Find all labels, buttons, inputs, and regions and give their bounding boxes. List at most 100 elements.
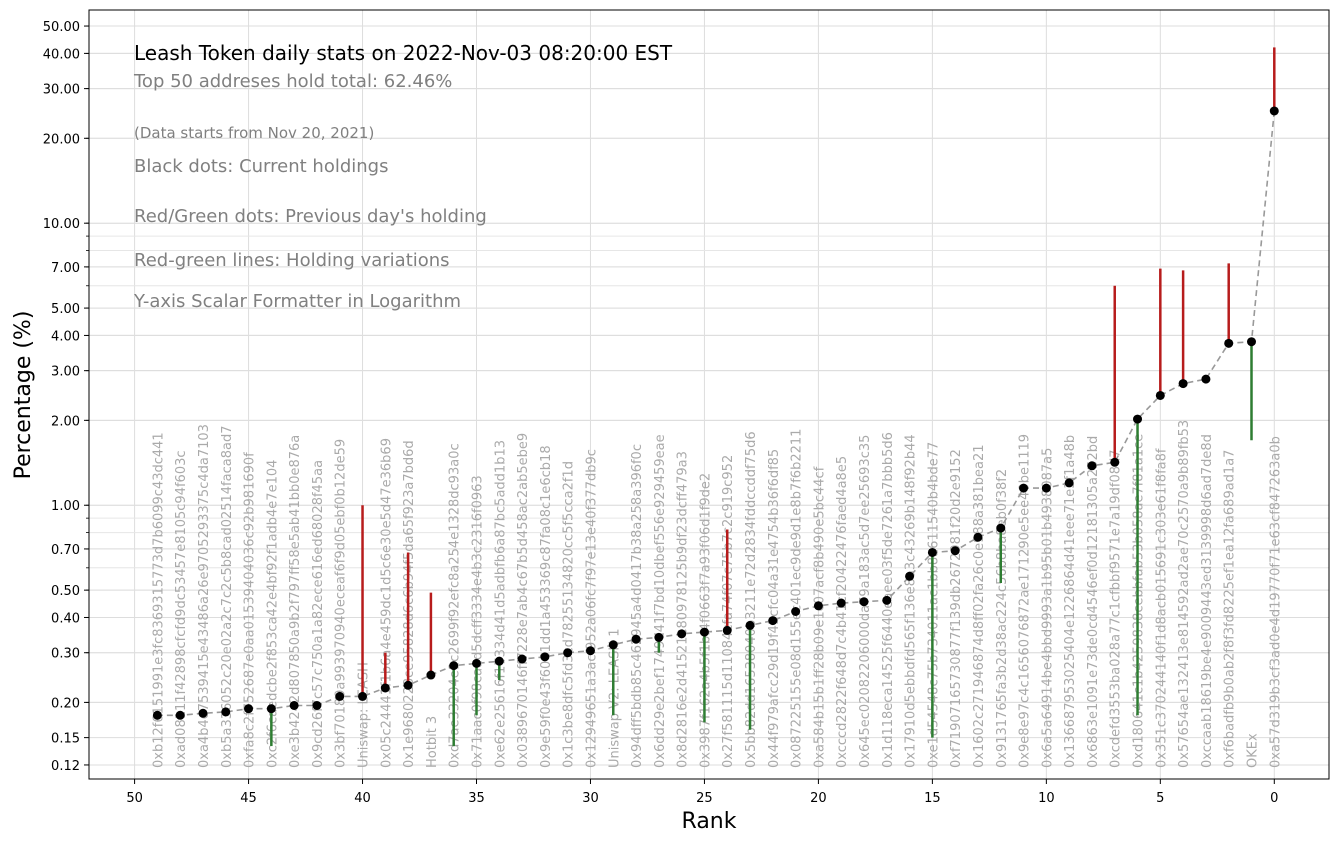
current-holding-point xyxy=(563,648,573,658)
current-holding-point xyxy=(335,691,345,701)
current-holding-point xyxy=(175,710,185,720)
address-label: 0x5bb82dd16538040b3211e72d2834fddccddf75… xyxy=(744,431,759,768)
current-holding-point xyxy=(1019,483,1029,493)
current-holding-point xyxy=(768,616,778,626)
current-holding-point xyxy=(1247,337,1256,347)
y-tick-label: 0.30 xyxy=(51,647,80,662)
y-tick-label: 0.12 xyxy=(51,759,80,774)
current-holding-point xyxy=(722,625,732,635)
current-holding-point xyxy=(585,646,595,656)
current-holding-point xyxy=(221,707,231,717)
note-log-scale: Y-axis Scalar Formatter in Logarithm xyxy=(133,291,461,312)
address-label: 0xfa8c2f752687e0aa01539404036c92b981690f xyxy=(243,452,258,768)
current-holding-point xyxy=(882,595,892,605)
address-label: OKEx xyxy=(1246,733,1261,768)
y-tick-label: 7.00 xyxy=(51,261,80,276)
address-label: 0x05c24441f1b6a4e459dc1d5c6e30e5d47e36b6… xyxy=(379,438,394,768)
y-tick-label: 10.00 xyxy=(43,217,80,232)
current-holding-point xyxy=(699,627,709,637)
x-tick-label: 45 xyxy=(240,791,257,806)
y-tick-label: 50.00 xyxy=(43,20,80,35)
note-black-dots: Black dots: Current holdings xyxy=(134,156,388,177)
x-tick-label: 0 xyxy=(1270,791,1278,806)
current-holding-point xyxy=(244,704,254,714)
current-holding-point xyxy=(1224,338,1234,348)
address-label: 0x3bf70189a993970940eceaf6f9d05ebf0b12de… xyxy=(334,439,349,768)
plot-frame xyxy=(88,9,1330,780)
x-tick-label: 30 xyxy=(582,791,599,806)
current-holding-point xyxy=(312,700,322,710)
y-tick-label: 0.15 xyxy=(51,732,80,747)
note-data-start: (Data starts from Nov 20, 2021) xyxy=(134,124,374,142)
current-holding-point xyxy=(1087,461,1097,471)
address-label: 0x9131765fa3b2d38ac224c56b8ba8eb0f38f2 xyxy=(995,469,1010,768)
address-label: 0x351c370244140f1d8acb015691c303e61f8fa8… xyxy=(1154,448,1169,768)
current-holding-point xyxy=(973,532,983,542)
current-holding-point xyxy=(1064,478,1074,488)
x-axis-title: Rank xyxy=(682,809,737,834)
address-label: 0xccaab18619be4e9009443ed3139998d6ad7de8… xyxy=(1200,434,1215,768)
address-label: Uniswap: LEASH xyxy=(357,662,372,768)
current-holding-point xyxy=(152,710,162,720)
current-holding-point xyxy=(927,547,937,557)
current-holding-point xyxy=(426,670,436,680)
current-holding-point xyxy=(403,680,413,690)
address-label: 0x8d2816e2d41521e80978125b9df23dcff479a3 xyxy=(676,451,691,768)
address-label: 0xf6badfb9b0ab2f8f3fd8225ef1ea12fa689ad1… xyxy=(1223,450,1238,768)
current-holding-point xyxy=(198,708,208,718)
address-label: 0x12949651a3acf952a06fc7f97e13e40f377db9… xyxy=(584,449,599,768)
current-holding-point xyxy=(1201,374,1211,384)
x-tick-label: 50 xyxy=(126,791,143,806)
address-label: 0x27f581115d11084cfa74f07c75b7c2c919c952 xyxy=(721,455,736,768)
current-holding-point xyxy=(1155,390,1165,400)
address-label: 0xb12f6151991e3fc8369315773d7b6099c43dc4… xyxy=(151,432,166,768)
address-label: 0x57654ae132413e814592ad2ae70c2570a9b89f… xyxy=(1177,420,1192,768)
y-tick-label: 20.00 xyxy=(43,132,80,147)
address-label: Uniswap V2: LEASH 1 xyxy=(607,628,622,768)
current-holding-point xyxy=(540,652,550,662)
current-holding-point xyxy=(472,658,481,668)
current-holding-point xyxy=(358,691,368,701)
address-label: 0xd7ae33204e1c2699f92efc8a254e1328dc93a0… xyxy=(448,443,463,768)
current-holding-point xyxy=(859,597,869,607)
address-label: Hotbit 3 xyxy=(425,716,440,768)
current-holding-point xyxy=(1041,483,1051,493)
address-label: 0x136687953025404e1226864d41eee71e3f1a48… xyxy=(1063,435,1078,768)
address-label: 0x087225155e08d155ec401ec9de9d1e8b7f6b22… xyxy=(790,429,805,768)
current-holding-point xyxy=(813,601,823,611)
current-holding-point xyxy=(791,607,801,617)
chart-title: Leash Token daily stats on 2022-Nov-03 0… xyxy=(134,41,673,65)
y-tick-label: 2.00 xyxy=(51,414,80,429)
y-tick-label: 3.00 xyxy=(51,365,80,380)
address-label: 0xcdefd3553ba028a77c1cfbbf9571e7a19df08d… xyxy=(1109,449,1124,768)
address-label: 0xf71907165730877f139db2672981f20d2e9152 xyxy=(949,449,964,768)
address-label: 0x1c3be8dfc5fd3cd78255134820cc5f5cca2f1d xyxy=(562,461,577,768)
current-holding-point xyxy=(1269,106,1279,116)
y-tick-label: 0.20 xyxy=(51,696,80,711)
current-holding-point xyxy=(517,654,527,664)
address-label: 0xd180641c1b4259838cebbfab53b058ae7f81a1… xyxy=(1132,434,1147,768)
address-label: 0xa57d319b3cf3ad0e4d19770f71e63cf847263a… xyxy=(1268,436,1283,768)
current-holding-point xyxy=(996,523,1006,533)
address-label: 0x17910d5ebbdfd565f136e8a3c43269b148f92b… xyxy=(904,434,919,768)
address-label: 0x94dff5bdb85c462945a4d0417b38a258a396f0… xyxy=(630,444,645,768)
chart-subtitle: Top 50 addreses hold total: 62.46% xyxy=(133,71,452,92)
address-label: 0xcccd2822f648d7c4b41cf20422476faed4a8e5 xyxy=(835,456,850,768)
y-tick-label: 40.00 xyxy=(43,47,80,62)
current-holding-point xyxy=(631,634,641,644)
y-tick-label: 4.00 xyxy=(51,329,80,344)
address-label: 0xa584b15b1ff28b09e1c07acf8b490e5bc44cf xyxy=(812,466,827,768)
address-label: 0xad08111f42898cfcfd9dc53457e8105c94f603… xyxy=(174,450,189,768)
current-holding-point xyxy=(1110,457,1120,467)
holding-trend-line xyxy=(157,110,1276,717)
x-tick-label: 20 xyxy=(810,791,827,806)
address-label: 0x0389670146ff7228e7ab4c67b5d458ac2ab5eb… xyxy=(516,433,531,768)
address-label: 0x71aac0f98caad5dcff3334e4b3c2316f0963 xyxy=(471,475,486,768)
current-holding-point xyxy=(266,704,276,714)
current-holding-point xyxy=(1133,414,1143,424)
address-label: 0xa4b4e7539415e43486a26e9705293375c4da71… xyxy=(197,424,212,768)
y-axis-title: Percentage (%) xyxy=(11,311,36,480)
y-tick-label: 30.00 xyxy=(43,83,80,98)
address-label: 0x9e8e97c4c1656076872ae171290e5ee40be111… xyxy=(1018,434,1033,768)
